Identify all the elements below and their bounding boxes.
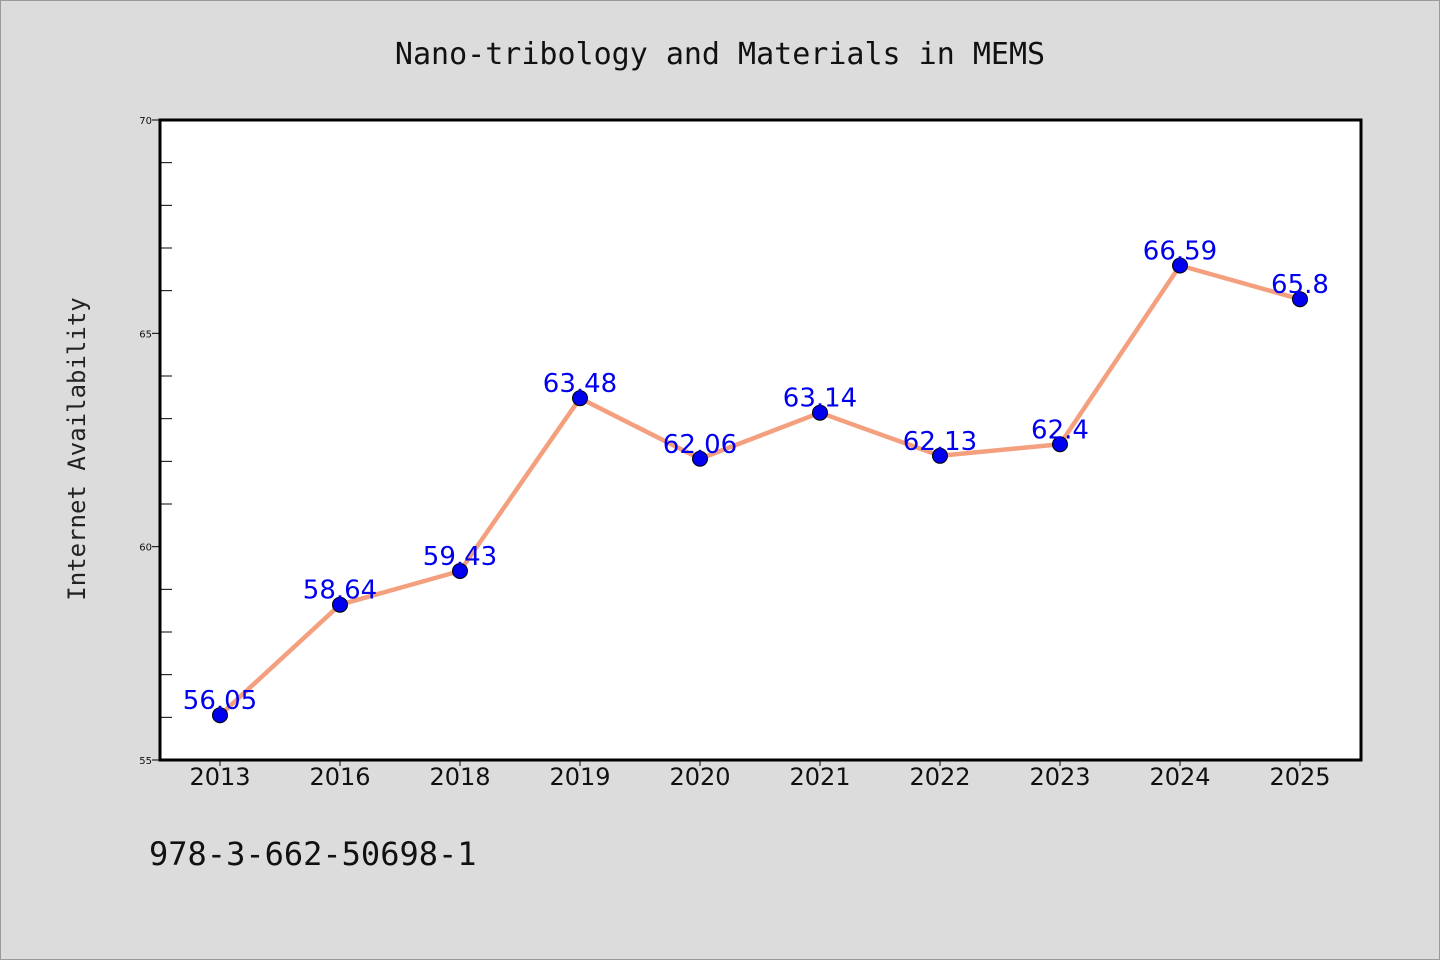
data-point <box>692 450 708 467</box>
data-point <box>572 390 588 407</box>
data-point <box>1292 291 1308 308</box>
y-tick-label: 70 <box>139 116 152 127</box>
x-tick-label: 2023 <box>1029 763 1090 791</box>
data-label: 62.13 <box>903 427 977 457</box>
data-point <box>452 562 468 579</box>
chart-title: Nano-tribology and Materials in MEMS <box>395 37 1045 72</box>
x-tick-label: 2022 <box>909 763 970 791</box>
x-tick-label: 2020 <box>669 763 730 791</box>
data-label: 62.4 <box>1031 415 1089 445</box>
x-axis-ticks: 2013 2016 2018 2019 2020 2021 2022 2023 2024 2025 <box>189 760 1331 791</box>
data-label: 58.64 <box>303 576 377 606</box>
series-line <box>217 263 1303 718</box>
y-axis-ticks: 55 60 65 70 <box>139 116 172 767</box>
data-point <box>1052 436 1068 453</box>
x-tick-label: 2025 <box>1269 763 1330 791</box>
plot-area <box>158 118 1363 762</box>
y-axis-label: Internet Availability <box>63 297 91 600</box>
x-tick-label: 2013 <box>189 763 250 791</box>
y-tick-label: 60 <box>139 543 152 554</box>
data-label: 65.8 <box>1271 270 1329 300</box>
footer-code: 978-3-662-50698-1 <box>149 835 477 873</box>
data-label: 66.59 <box>1143 236 1217 266</box>
data-point <box>812 404 828 421</box>
data-point <box>932 447 948 464</box>
series-layer: 56.05 58.64 59.43 63.48 62.06 63.14 62.13 62.4 6… <box>183 236 1329 724</box>
data-point <box>212 707 228 724</box>
data-label: 56.05 <box>183 686 257 716</box>
x-tick-label: 2018 <box>429 763 490 791</box>
data-label: 63.48 <box>543 369 617 399</box>
x-tick-label: 2024 <box>1149 763 1210 791</box>
y-tick-label: 55 <box>139 756 152 767</box>
data-point <box>1172 257 1188 274</box>
data-label: 62.06 <box>663 430 737 460</box>
x-tick-label: 2016 <box>309 763 370 791</box>
x-tick-label: 2019 <box>549 763 610 791</box>
data-label: 59.43 <box>423 542 497 572</box>
x-tick-label: 2021 <box>789 763 850 791</box>
data-label: 63.14 <box>783 384 857 414</box>
y-tick-label: 65 <box>139 329 152 340</box>
data-point <box>332 596 348 613</box>
